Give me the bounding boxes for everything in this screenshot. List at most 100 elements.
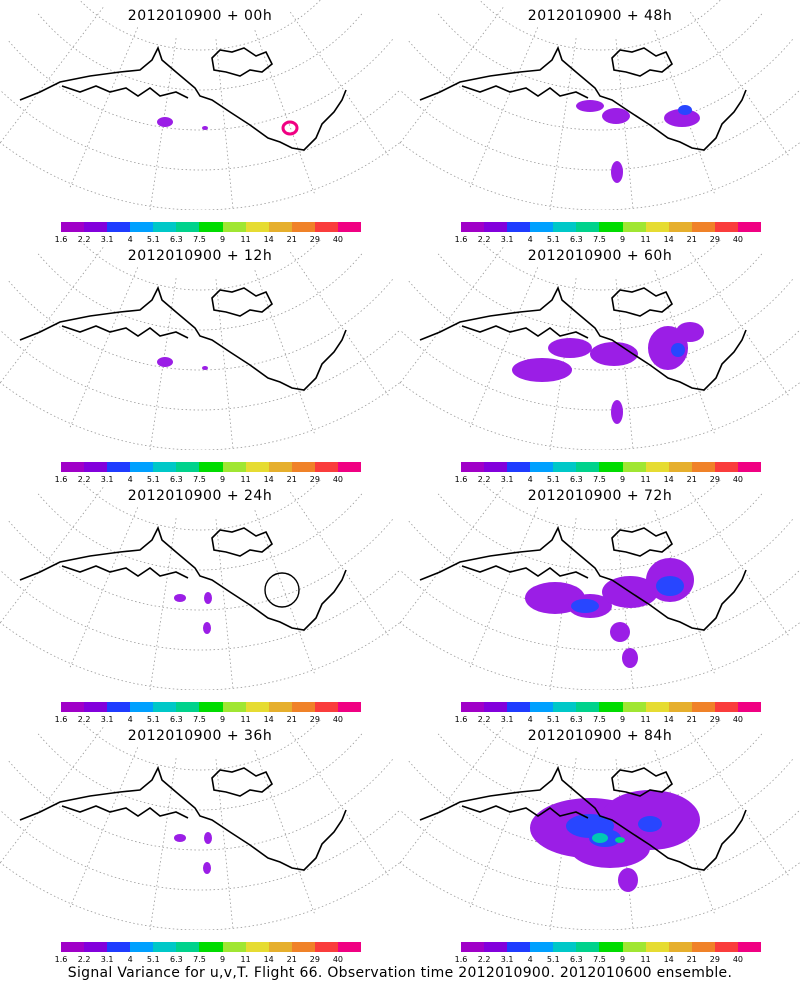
colorbar-tick-label: 14 — [263, 475, 274, 484]
variance-contour — [571, 599, 599, 613]
latitude-circle — [0, 621, 400, 690]
colorbar-tick-label: 29 — [709, 715, 720, 724]
colorbar-tick-label: 14 — [663, 475, 674, 484]
colorbar-swatch — [199, 702, 223, 712]
coastline — [611, 527, 674, 557]
colorbar-swatch — [737, 702, 762, 712]
meridian-line — [254, 750, 316, 915]
colorbar-tick-label: 5.1 — [146, 235, 160, 244]
colorbar-tick-label: 3.1 — [500, 235, 514, 244]
colorbar — [461, 222, 762, 232]
latitude-circle — [0, 381, 400, 450]
colorbar-swatch — [645, 702, 669, 712]
colorbar-swatch — [599, 942, 623, 952]
colorbar-swatch — [130, 702, 154, 712]
colorbar-swatch — [484, 702, 508, 712]
colorbar-swatch — [576, 702, 600, 712]
colorbar-swatch — [130, 462, 154, 472]
forecast-panel: 2012010900 + 00h 1.6 2.2 3.1 4 5.1 6.3 7.5 9 11 14… — [0, 0, 400, 250]
colorbar-swatch — [268, 702, 292, 712]
variance-contour — [174, 834, 186, 842]
meridian-line — [0, 247, 104, 384]
latitude-circle — [400, 141, 800, 210]
colorbar-swatch — [84, 222, 108, 232]
colorbar-ticks: 1.6 2.2 3.1 4 5.1 6.3 7.5 9 11 14 21 29 40 — [455, 235, 761, 245]
meridian-line — [549, 278, 577, 450]
panel-title: 2012010900 + 84h — [527, 728, 673, 744]
colorbar-tick-label: 4 — [527, 235, 533, 244]
colorbar-swatch — [153, 222, 177, 232]
colorbar-swatch — [622, 222, 646, 232]
colorbar-tick-label: 7.5 — [593, 235, 606, 244]
observation-marker — [281, 120, 299, 136]
colorbar-tick-label: 21 — [686, 235, 697, 244]
meridian-line — [149, 278, 177, 450]
meridian-line — [654, 30, 716, 195]
meridian-line — [0, 727, 104, 864]
colorbar-tick-label: 1.6 — [454, 715, 468, 724]
coastline — [211, 767, 274, 797]
colorbar-tick-label: 29 — [309, 955, 320, 964]
colorbar-tick-label: 4 — [527, 715, 533, 724]
variance-contour — [610, 622, 630, 642]
colorbar-tick-label: 4 — [527, 955, 533, 964]
colorbar-swatch — [668, 702, 692, 712]
meridian-line — [690, 731, 790, 877]
colorbar-swatch — [176, 702, 200, 712]
variance-contour — [602, 108, 630, 124]
colorbar-tick-label: 3.1 — [100, 715, 114, 724]
colorbar-swatch — [737, 222, 762, 232]
colorbar-tick-label: 6.3 — [170, 475, 183, 484]
colorbar-swatch — [222, 462, 246, 472]
colorbar-swatch — [691, 462, 715, 472]
colorbar-tick-label: 2.2 — [77, 475, 91, 484]
colorbar-tick-label: 9 — [619, 475, 626, 484]
colorbar-tick-label: 14 — [663, 955, 674, 964]
colorbar-swatch — [691, 702, 715, 712]
variance-contour — [157, 357, 173, 367]
colorbar-tick-label: 7.5 — [593, 955, 606, 964]
coastline — [419, 285, 747, 391]
colorbar-tick-label: 2.2 — [77, 235, 91, 244]
meridian-line — [400, 247, 504, 384]
forecast-panel: 2012010900 + 12h 1.6 2.2 3.1 4 5.1 6.3 7.5 9 11 14… — [0, 240, 400, 490]
colorbar-swatch — [553, 942, 577, 952]
coastline — [61, 325, 189, 339]
colorbar-tick-label: 3.1 — [100, 475, 114, 484]
panel-title: 2012010900 + 72h — [527, 488, 673, 504]
colorbar-tick-label: 4 — [527, 475, 533, 484]
meridian-line — [469, 27, 539, 189]
colorbar-swatch — [530, 222, 554, 232]
latitude-circle — [479, 240, 721, 291]
colorbar-swatch — [714, 702, 738, 712]
colorbar-swatch — [199, 222, 223, 232]
coastline — [211, 287, 274, 317]
colorbar-swatch — [461, 222, 485, 232]
colorbar-swatch — [484, 462, 508, 472]
colorbar-tick-label: 2.2 — [477, 715, 491, 724]
colorbar-tick-label: 5.1 — [546, 955, 560, 964]
colorbar-swatch — [484, 942, 508, 952]
meridian-line — [549, 758, 577, 930]
colorbar-swatch — [199, 942, 223, 952]
variance-contour — [671, 343, 685, 357]
colorbar-tick-label: 29 — [709, 475, 720, 484]
polar-map — [0, 240, 400, 450]
coastline — [611, 47, 674, 77]
colorbar-swatch — [714, 942, 738, 952]
colorbar-tick-label: 40 — [732, 475, 744, 484]
meridian-line — [690, 11, 790, 157]
variance-contour — [548, 338, 592, 358]
colorbar-tick-label: 3.1 — [100, 235, 114, 244]
polar-map — [400, 720, 800, 930]
latitude-circle — [407, 279, 793, 371]
colorbar-ticks: 1.6 2.2 3.1 4 5.1 6.3 7.5 9 11 14 21 29 40 — [55, 475, 361, 485]
panel-title: 2012010900 + 12h — [127, 248, 273, 264]
colorbar-tick-label: 21 — [686, 955, 697, 964]
colorbar-swatch — [268, 942, 292, 952]
colorbar — [61, 462, 362, 472]
variance-contour — [638, 816, 662, 832]
colorbar-swatch — [107, 462, 131, 472]
variance-contour — [611, 400, 623, 424]
colorbar-tick-label: 9 — [619, 955, 626, 964]
